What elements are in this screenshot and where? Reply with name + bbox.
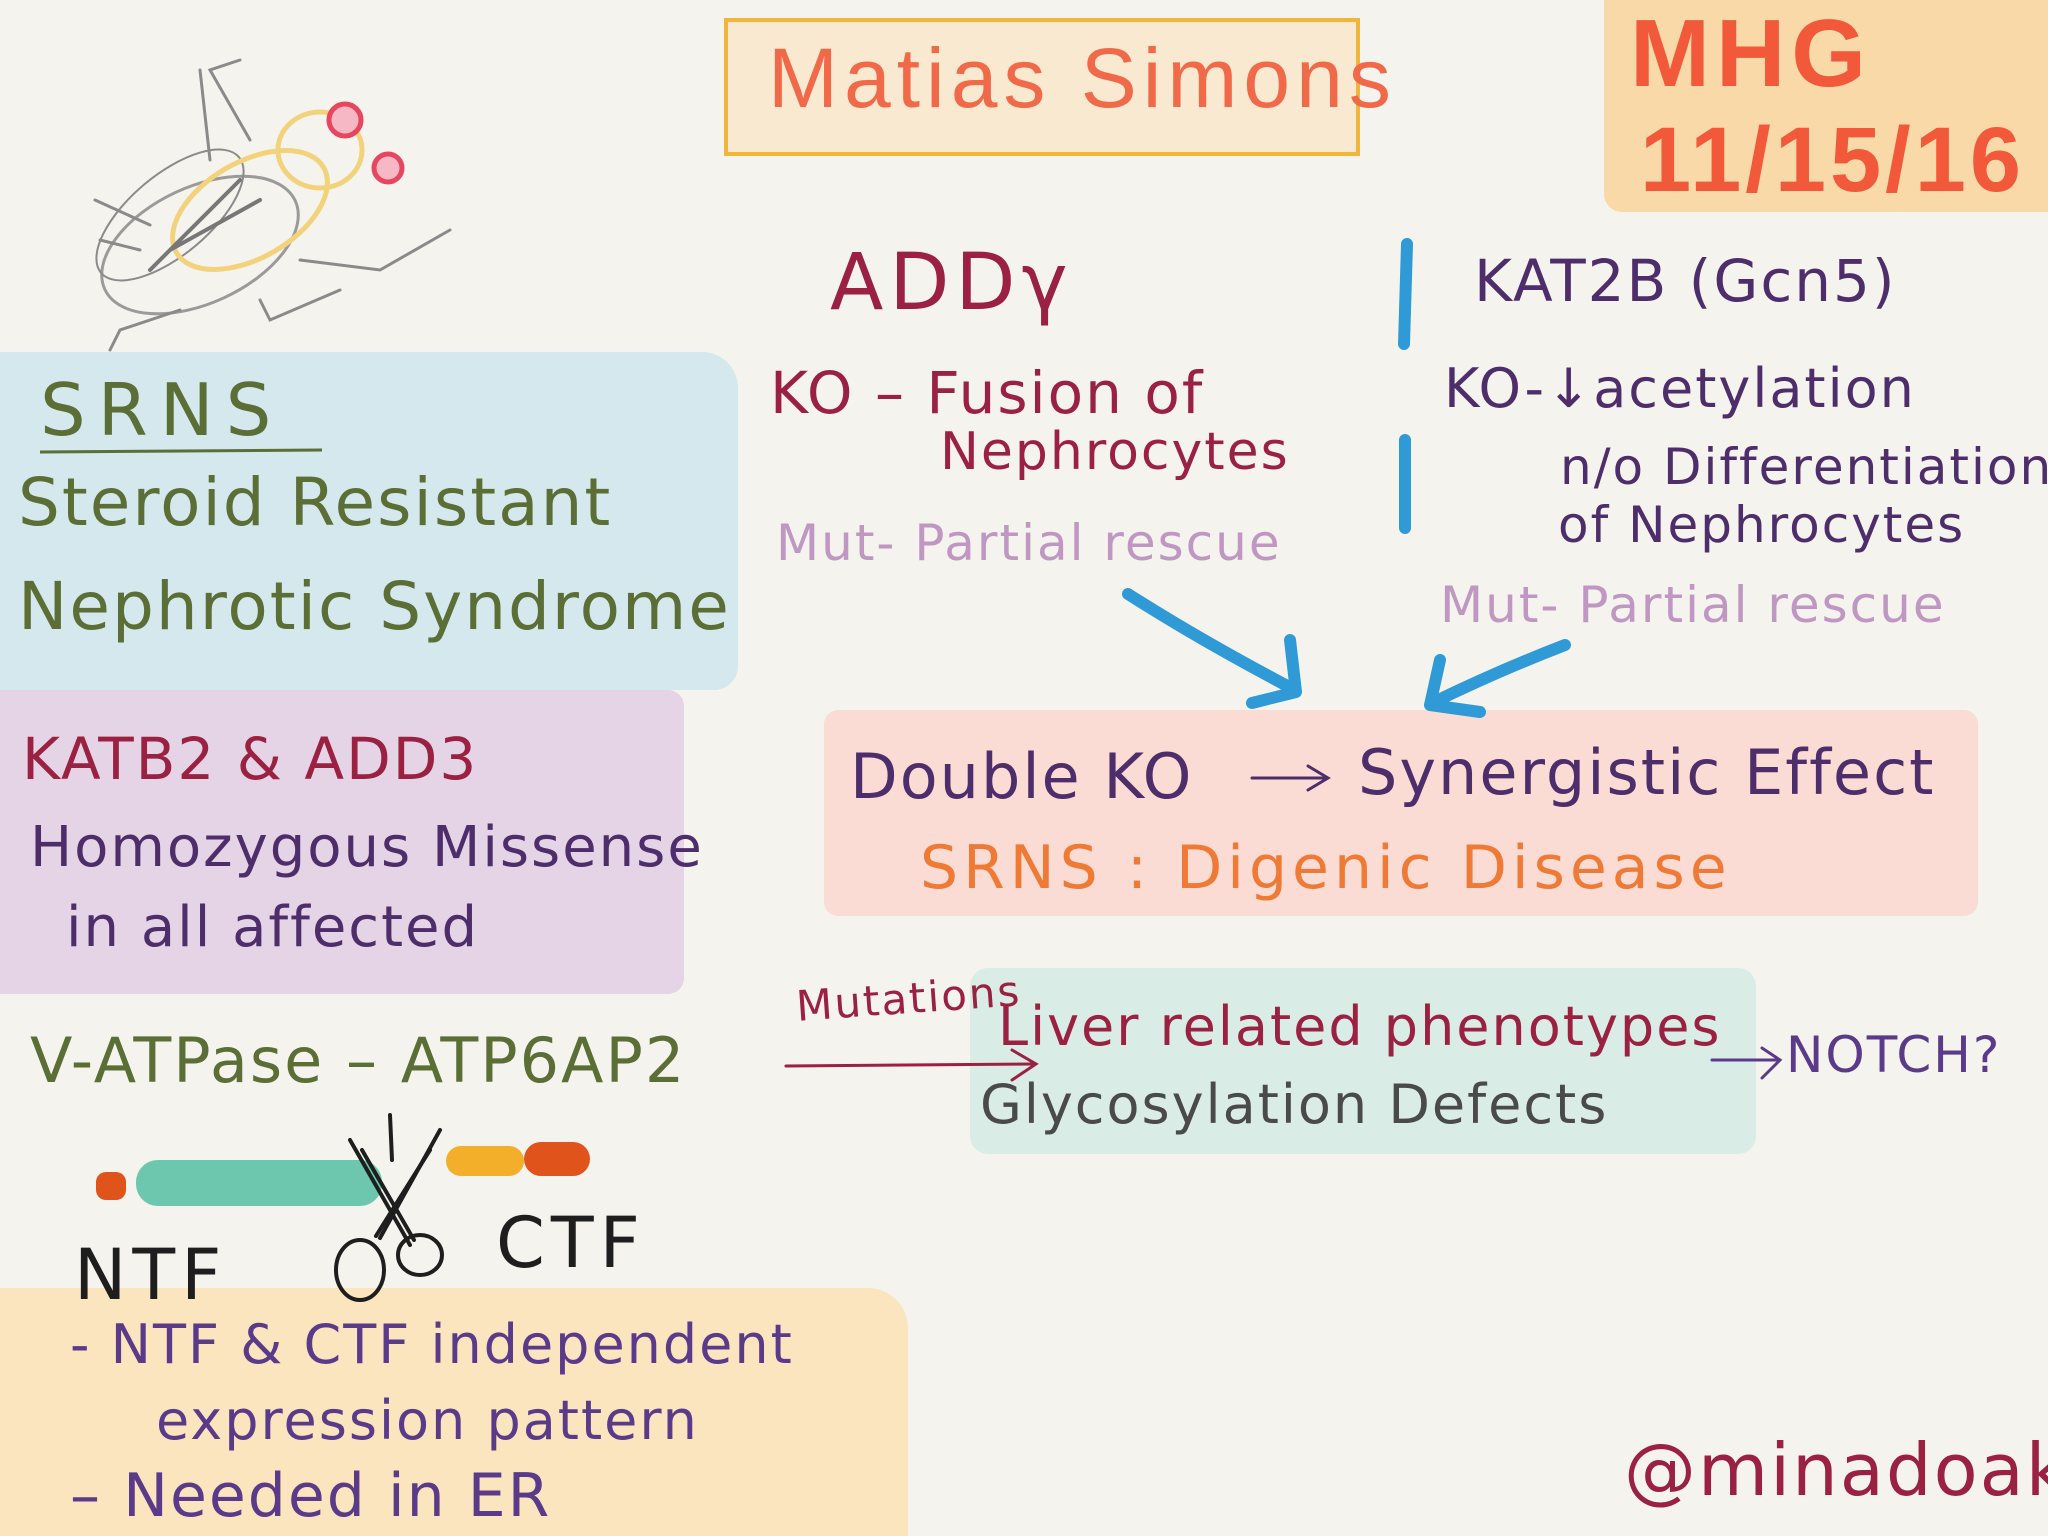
title-box (724, 18, 1360, 156)
double-ko-label: Double KO (850, 740, 1194, 813)
signature: @minadoak (1624, 1428, 2048, 1512)
liver-phenotypes: Liver related phenotypes (998, 995, 1722, 1058)
notes-line-3: – Needed in ER (70, 1461, 552, 1531)
arrow-right-icon (1424, 639, 1571, 718)
scissors-icon (334, 1113, 444, 1302)
srns-underline (39, 448, 323, 454)
double-ko-box (824, 710, 1978, 916)
vatpase-label: V-ATPase – ATP6AP2 (30, 1024, 687, 1097)
liver-box (970, 968, 1756, 1154)
date-line-2: 11/15/16 (1640, 109, 2026, 211)
notch-label: NOTCH? (1786, 1026, 2002, 1084)
glycosylation-defects: Glycosylation Defects (980, 1073, 1609, 1136)
notch-arrow-icon (1710, 1046, 1783, 1080)
add-ko-2: Nephrocytes (940, 422, 1290, 482)
double-ko-arrow-icon (1250, 764, 1331, 792)
srns-line-1: Steroid Resistant (18, 464, 613, 541)
kat-ko: KO-↓acetylation (1444, 357, 1916, 420)
srns-box (0, 352, 738, 690)
notes-line-1: - NTF & CTF independent (70, 1313, 794, 1376)
fruit-fly-icon (93, 58, 452, 352)
synergistic-effect: Synergistic Effect (1358, 736, 1936, 809)
kat-mut: Mut- Partial rescue (1440, 576, 1946, 634)
protein-segment-yellow (446, 1146, 524, 1176)
date-box (1604, 0, 2048, 212)
arrow-left-icon (1122, 588, 1302, 709)
protein-segment-red-right (524, 1142, 590, 1176)
protein-segment-red-left (96, 1172, 126, 1200)
kat-ko-2: n/o Differentiation (1560, 438, 2048, 496)
add-ko: KO – Fusion of (770, 359, 1205, 427)
page-title: Matias Simons (768, 31, 1397, 125)
add-mut: Mut- Partial rescue (776, 514, 1282, 572)
date-line-1: MHG (1630, 0, 1872, 107)
notes-box (0, 1288, 908, 1536)
kat-gene: KAT2B (Gcn5) (1474, 247, 1897, 315)
mutations-arrow-icon (784, 1048, 1039, 1082)
add-gene: ADDγ (830, 238, 1074, 328)
protein-bar (96, 1142, 590, 1206)
kat-ko-3: of Nephrocytes (1558, 496, 1966, 554)
kat-add-line-2: in all affected (66, 895, 480, 960)
kat-add-box (0, 690, 684, 994)
srns-abbrev: SRNS (40, 368, 284, 452)
digenic-disease: SRNS : Digenic Disease (920, 833, 1732, 903)
kat-add-line-1: Homozygous Missense (30, 815, 704, 880)
ntf-label: NTF (74, 1234, 228, 1316)
divider-top (1398, 238, 1413, 350)
notes-line-2: expression pattern (156, 1389, 699, 1452)
ctf-label: CTF (496, 1202, 646, 1284)
protein-segment-teal (136, 1160, 382, 1206)
srns-line-2: Nephrotic Syndrome (18, 568, 731, 645)
kat-add-heading: KATB2 & ADD3 (22, 725, 479, 793)
